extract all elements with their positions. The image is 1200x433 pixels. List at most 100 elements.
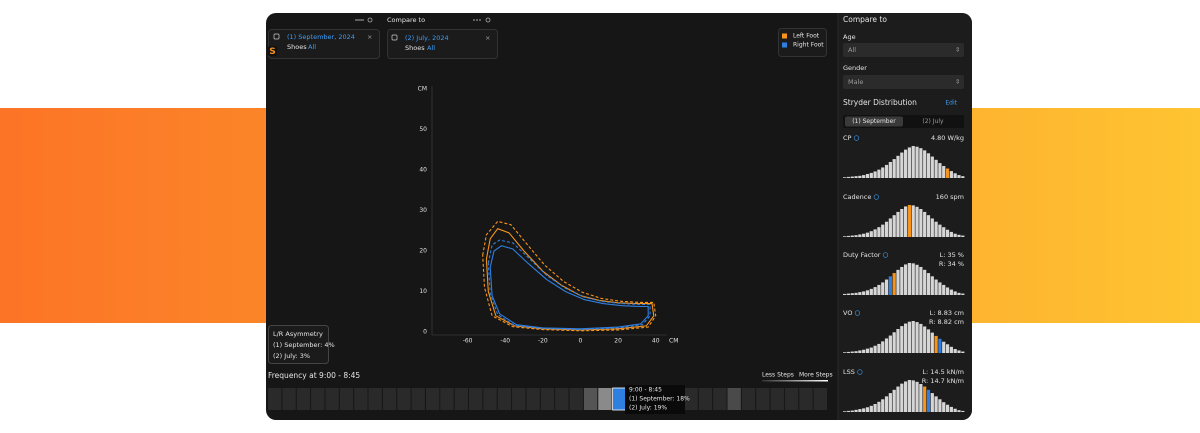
timeline-cell[interactable] (354, 388, 368, 410)
distribution-bar (869, 231, 873, 237)
info-icon[interactable] (882, 252, 889, 258)
timeline-cell[interactable] (469, 388, 483, 410)
timeline-cell[interactable] (311, 388, 325, 410)
timeline-cell[interactable] (713, 388, 727, 410)
timeline-cell[interactable] (698, 388, 713, 410)
info-icon[interactable] (854, 310, 861, 316)
select-value[interactable]: Male (848, 78, 863, 86)
distribution-bar (869, 347, 873, 353)
timeline-cell[interactable] (770, 388, 784, 410)
distribution-bar (942, 284, 946, 295)
metric-value: 160 spm (936, 193, 964, 201)
timeline-cell[interactable] (368, 388, 382, 410)
timeline-cell[interactable] (598, 388, 612, 410)
distribution-bar (873, 171, 877, 178)
age-select[interactable] (843, 43, 964, 57)
timeline-cell[interactable] (425, 388, 440, 410)
timeline-cell[interactable] (555, 388, 569, 410)
timeline-cell[interactable] (483, 388, 497, 410)
timeline-cell[interactable] (454, 388, 469, 410)
timeline-cell[interactable] (282, 388, 296, 410)
distribution-bar (888, 162, 892, 178)
distribution-bar (892, 159, 896, 178)
tab[interactable]: (1) September (852, 118, 896, 125)
distribution-bar (961, 410, 965, 412)
period-date[interactable]: (1) September, 2024 (287, 33, 355, 41)
distribution-bar (850, 235, 854, 237)
distribution-bar (884, 279, 889, 295)
timeline-cell[interactable] (756, 388, 770, 410)
edit-link[interactable]: Edit (945, 100, 957, 107)
distribution-bar (850, 351, 854, 353)
distribution-bar (915, 381, 919, 412)
timeline-cell[interactable] (569, 388, 583, 410)
distribution-bar (896, 211, 900, 237)
distribution-bar (877, 401, 881, 412)
info-icon[interactable] (857, 369, 863, 375)
timeline-cell[interactable] (497, 388, 512, 410)
distribution-bar (911, 146, 915, 178)
filter-value[interactable]: All (308, 43, 316, 51)
timeline-cell[interactable] (799, 388, 813, 410)
timeline-cell[interactable] (741, 388, 756, 410)
distribution-bar (896, 155, 900, 178)
timeline-cell[interactable] (339, 388, 354, 410)
timeline-cell[interactable] (727, 388, 741, 410)
tooltip-line: (1) September: 18% (629, 396, 690, 403)
timeline-cell[interactable] (397, 388, 411, 410)
timeline-cell[interactable] (440, 388, 454, 410)
eye-icon[interactable] (367, 17, 373, 23)
logo: S (269, 47, 275, 57)
timeline-cell[interactable] (512, 388, 526, 410)
timeline-cell[interactable] (540, 388, 555, 410)
timeline-cell[interactable] (612, 387, 627, 411)
timeline-cell[interactable] (382, 388, 397, 410)
distribution-bar (953, 233, 957, 237)
x-tick-label: -40 (500, 338, 510, 345)
gender-select[interactable] (843, 75, 964, 89)
distribution-bar (930, 156, 934, 178)
distribution-bar (850, 410, 854, 412)
distribution-bar (945, 229, 950, 237)
period-card[interactable] (387, 29, 498, 59)
timeline-cell[interactable] (325, 388, 339, 410)
info-icon[interactable] (873, 194, 879, 200)
timeline-cell[interactable] (296, 388, 311, 410)
x-tick-label: 40 (652, 338, 660, 345)
distribution-bar (843, 352, 847, 353)
close-icon[interactable]: × (485, 34, 490, 42)
tab[interactable]: (2) July (922, 118, 944, 125)
distribution-bar (930, 332, 934, 353)
timeline-cell[interactable] (268, 388, 282, 410)
distribution-bar (900, 209, 904, 237)
foot-loop (489, 245, 649, 330)
legend-swatch (782, 33, 787, 39)
select-value[interactable]: All (848, 46, 856, 54)
timeline-cell[interactable] (784, 388, 799, 410)
info-icon[interactable] (853, 135, 860, 141)
timeline-cell[interactable] (583, 388, 598, 410)
distribution-bar (869, 288, 873, 295)
distribution-bar (938, 224, 942, 237)
distribution-bar (843, 411, 847, 412)
active-tab[interactable] (845, 116, 903, 127)
timeline-cell[interactable] (526, 388, 540, 410)
distribution-bar (854, 176, 858, 178)
timeline-tooltip (625, 385, 685, 414)
period-date[interactable]: (2) July, 2024 (405, 34, 449, 42)
timeline-cell[interactable] (411, 388, 425, 410)
distribution-bar (923, 326, 927, 353)
distribution-bar (904, 206, 908, 237)
distribution-bar (892, 332, 896, 353)
legend-swatch (782, 42, 787, 48)
distribution-bar (930, 276, 934, 295)
filter-value[interactable]: All (427, 44, 435, 52)
timeline-cell[interactable] (684, 388, 698, 410)
timeline-cell[interactable] (813, 388, 827, 410)
distribution-bar (926, 153, 931, 178)
close-icon[interactable]: × (367, 33, 372, 41)
period-card[interactable] (268, 29, 380, 59)
distribution-bar (865, 290, 870, 295)
eye-icon[interactable] (485, 17, 491, 23)
distribution-bar (957, 234, 961, 237)
